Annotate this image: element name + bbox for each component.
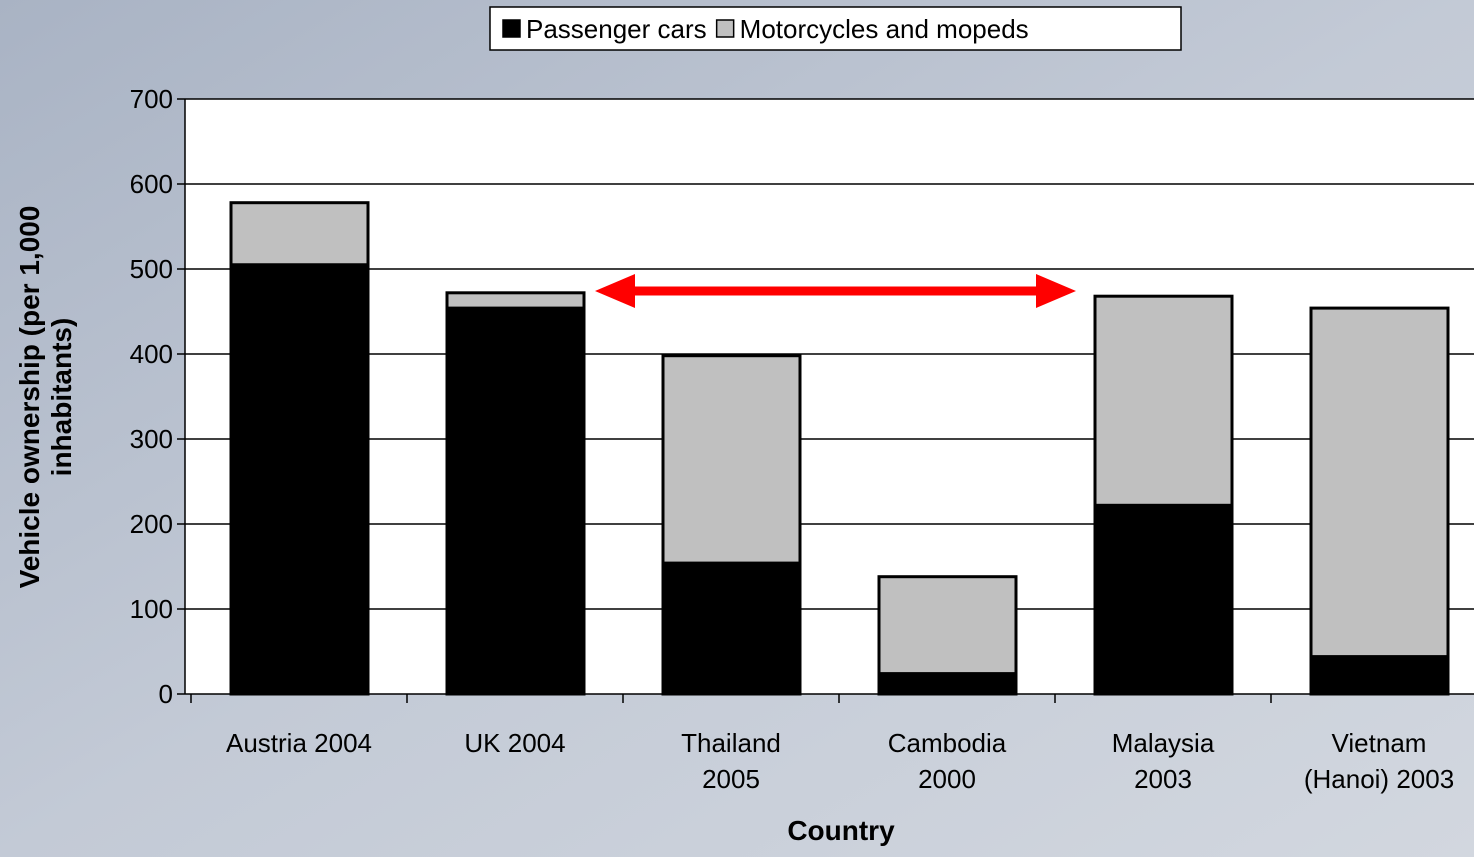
bar-segment — [661, 561, 802, 696]
y-tick-label: 300 — [130, 424, 173, 454]
arrow-head — [1036, 274, 1076, 308]
x-tick-label: UK 2004 — [464, 728, 565, 758]
bar-segment — [229, 201, 370, 267]
bar-segment — [877, 575, 1018, 676]
arrow-head — [595, 274, 635, 308]
x-tick-label: Malaysia 2003 — [1112, 728, 1215, 794]
x-tick-label: Austria 2004 — [226, 728, 372, 758]
bar-segment — [877, 672, 1018, 696]
y-tick-label: 0 — [159, 679, 173, 709]
bar-segment — [1309, 306, 1450, 659]
bar-segment — [1093, 503, 1234, 696]
legend: Passenger cars Motorcycles and mopeds — [489, 6, 1182, 51]
legend-label: Motorcycles and mopeds — [740, 14, 1029, 44]
x-tick-label: Cambodia 2000 — [888, 728, 1007, 794]
bar-segment — [445, 291, 586, 310]
plot-area — [185, 99, 1474, 694]
y-axis-label: Vehicle ownership (per 1,000inhabitants) — [14, 206, 77, 589]
bar-segment — [229, 263, 370, 696]
x-tick-label: Vietnam (Hanoi) 2003 — [1304, 728, 1454, 794]
legend-swatch — [715, 19, 735, 38]
bar-segment — [661, 354, 802, 565]
y-tick-label: 700 — [130, 84, 173, 114]
y-tick-label: 500 — [130, 254, 173, 284]
x-axis-label: Country — [787, 815, 895, 846]
legend-box — [489, 6, 1182, 51]
bar-segment — [1093, 294, 1234, 507]
legend-label: Passenger cars — [526, 14, 707, 44]
bar-segment — [445, 306, 586, 696]
legend-swatch — [502, 19, 521, 38]
annotation-arrow — [595, 274, 1076, 308]
bar-segment — [1309, 655, 1450, 696]
y-tick-label: 100 — [130, 594, 173, 624]
y-tick-label: 600 — [130, 169, 173, 199]
x-tick-label: Thailand 2005 — [681, 728, 781, 794]
y-tick-label: 400 — [130, 339, 173, 369]
y-tick-label: 200 — [130, 509, 173, 539]
